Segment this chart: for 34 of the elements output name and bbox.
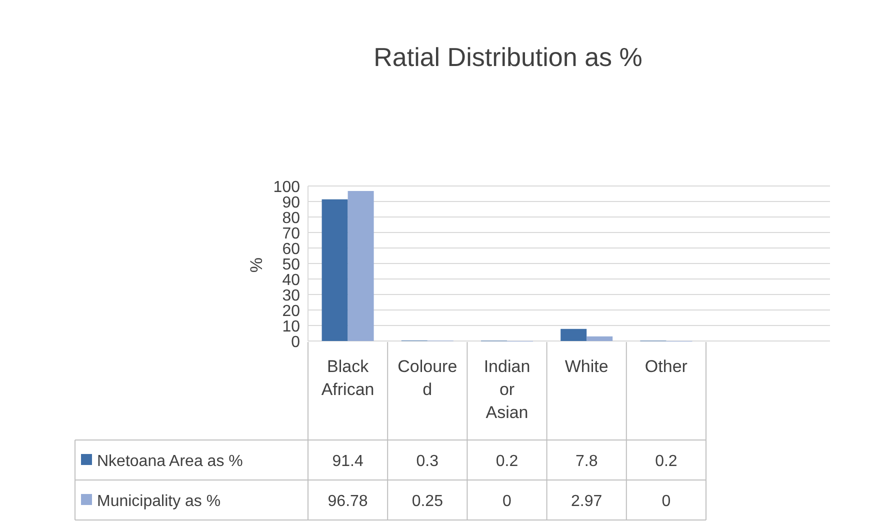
- x-tick-label: White: [564, 357, 608, 376]
- y-tick-label: 20: [282, 303, 300, 320]
- y-tick-label: 80: [282, 210, 300, 227]
- y-axis-title: %: [247, 257, 266, 273]
- y-tick-label: 90: [282, 194, 300, 212]
- y-tick-label: 40: [282, 272, 300, 289]
- data-label: 0: [662, 493, 671, 510]
- legend-label: Municipality as %: [97, 493, 221, 510]
- bar: [560, 328, 587, 341]
- x-tick-label: Black African: [321, 357, 374, 399]
- data-label: 0: [502, 493, 512, 510]
- y-tick-label: 60: [282, 241, 300, 258]
- x-tick-label: Indian or Asian: [484, 357, 530, 422]
- bar: [586, 336, 613, 341]
- data-label: 0.3: [416, 453, 439, 470]
- data-label: 0.2: [496, 453, 518, 470]
- bar: [322, 199, 348, 341]
- data-label: 96.78: [328, 493, 368, 510]
- y-tick-label: 0: [291, 334, 300, 351]
- legend-label: Nketoana Area as %: [97, 453, 243, 470]
- x-tick-label: Other: [644, 357, 688, 376]
- data-label: 0.2: [655, 453, 678, 470]
- y-tick-label: 100: [273, 179, 300, 196]
- y-tick-label: 30: [282, 288, 300, 304]
- y-tick-label: 70: [282, 226, 300, 242]
- bar: [348, 190, 374, 341]
- data-label: 7.8: [575, 453, 598, 470]
- y-tick-label: 50: [282, 256, 300, 274]
- x-tick-label: Coloured: [398, 357, 458, 399]
- data-label: 2.97: [571, 493, 602, 510]
- data-label: 91.4: [332, 453, 364, 470]
- chart-title: Ratial Distribution as %: [374, 42, 642, 72]
- data-label: 0.25: [412, 493, 444, 510]
- y-tick-label: 10: [282, 318, 300, 336]
